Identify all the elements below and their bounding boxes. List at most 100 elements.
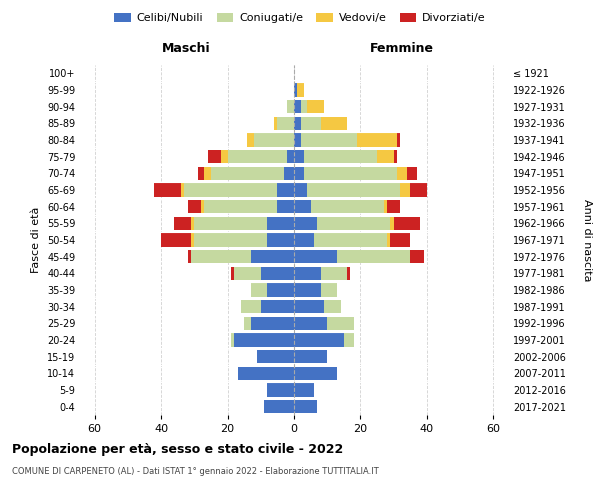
Bar <box>231 334 234 346</box>
Bar <box>344 334 354 346</box>
Bar <box>397 134 400 146</box>
Bar <box>304 150 377 164</box>
Bar <box>294 134 301 146</box>
Bar <box>188 200 201 213</box>
Bar <box>191 216 194 230</box>
Bar <box>284 166 294 180</box>
Bar <box>287 150 294 164</box>
Bar <box>244 316 251 330</box>
Bar <box>391 216 394 230</box>
Bar <box>268 216 294 230</box>
Bar <box>294 84 298 96</box>
Bar <box>301 134 357 146</box>
Bar <box>277 200 294 213</box>
Text: Popolazione per età, sesso e stato civile - 2022: Popolazione per età, sesso e stato civil… <box>12 442 343 456</box>
Bar <box>188 250 191 264</box>
Bar <box>407 166 417 180</box>
Bar <box>294 334 344 346</box>
Bar <box>391 234 410 246</box>
Bar <box>298 84 304 96</box>
Bar <box>294 400 317 413</box>
Bar <box>357 134 397 146</box>
Bar <box>311 200 384 213</box>
Bar <box>307 184 400 196</box>
Bar <box>377 150 394 164</box>
Bar <box>247 134 254 146</box>
Bar <box>317 216 391 230</box>
Y-axis label: Anni di nascita: Anni di nascita <box>583 198 592 281</box>
Bar <box>251 250 294 264</box>
Bar <box>181 184 184 196</box>
Bar <box>251 284 268 296</box>
Bar <box>314 234 387 246</box>
Bar <box>194 216 268 230</box>
Bar <box>294 184 307 196</box>
Bar <box>410 184 427 196</box>
Bar <box>287 100 294 114</box>
Bar <box>394 216 420 230</box>
Bar <box>304 166 397 180</box>
Bar <box>394 150 397 164</box>
Text: Femmine: Femmine <box>370 42 434 55</box>
Bar <box>261 266 294 280</box>
Bar <box>294 200 311 213</box>
Bar <box>294 150 304 164</box>
Bar <box>191 234 194 246</box>
Bar <box>238 366 294 380</box>
Bar <box>254 134 294 146</box>
Bar <box>201 200 204 213</box>
Bar <box>161 234 191 246</box>
Bar <box>294 384 314 396</box>
Y-axis label: Fasce di età: Fasce di età <box>31 207 41 273</box>
Bar <box>387 200 400 213</box>
Bar <box>268 384 294 396</box>
Bar <box>294 300 324 314</box>
Bar <box>251 316 294 330</box>
Bar <box>397 166 407 180</box>
Bar <box>204 166 211 180</box>
Bar <box>234 266 261 280</box>
Bar <box>320 266 347 280</box>
Bar <box>211 166 284 180</box>
Bar <box>410 250 424 264</box>
Bar <box>337 250 410 264</box>
Bar <box>154 184 181 196</box>
Bar <box>301 100 307 114</box>
Bar <box>268 234 294 246</box>
Bar <box>277 116 294 130</box>
Bar <box>257 350 294 364</box>
Bar <box>294 116 301 130</box>
Bar <box>294 234 314 246</box>
Text: Maschi: Maschi <box>161 42 211 55</box>
Bar <box>264 400 294 413</box>
Bar <box>191 250 251 264</box>
Bar <box>277 184 294 196</box>
Bar <box>320 284 337 296</box>
Bar <box>294 100 301 114</box>
Bar <box>194 234 268 246</box>
Bar <box>184 184 277 196</box>
Bar <box>324 300 341 314</box>
Bar <box>294 366 337 380</box>
Bar <box>294 350 327 364</box>
Bar <box>268 284 294 296</box>
Bar <box>387 234 391 246</box>
Bar <box>294 284 320 296</box>
Bar <box>227 150 287 164</box>
Bar <box>294 266 320 280</box>
Bar <box>301 116 320 130</box>
Bar <box>231 266 234 280</box>
Bar <box>327 316 354 330</box>
Bar <box>400 184 410 196</box>
Bar <box>274 116 277 130</box>
Bar <box>307 100 324 114</box>
Bar <box>294 316 327 330</box>
Legend: Celibi/Nubili, Coniugati/e, Vedovi/e, Divorziati/e: Celibi/Nubili, Coniugati/e, Vedovi/e, Di… <box>110 8 490 28</box>
Bar <box>294 216 317 230</box>
Bar <box>221 150 227 164</box>
Bar <box>294 250 337 264</box>
Bar <box>175 216 191 230</box>
Bar <box>234 334 294 346</box>
Bar <box>204 200 277 213</box>
Bar <box>320 116 347 130</box>
